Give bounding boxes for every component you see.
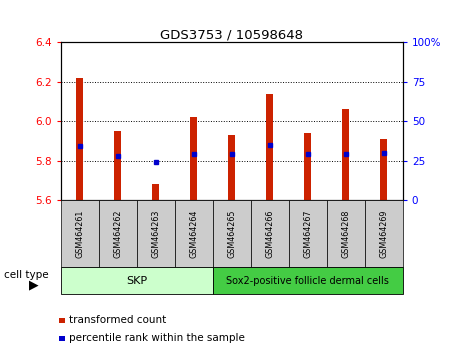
- Bar: [342, 109, 349, 200]
- Bar: [58, 318, 65, 323]
- Bar: [76, 78, 83, 200]
- Bar: [175, 200, 213, 267]
- Bar: [213, 200, 251, 267]
- Text: cell type: cell type: [4, 270, 49, 280]
- Bar: [213, 267, 403, 294]
- Bar: [251, 200, 289, 267]
- Bar: [190, 117, 197, 200]
- Text: GSM464266: GSM464266: [265, 210, 274, 258]
- Bar: [327, 200, 365, 267]
- Bar: [114, 131, 121, 200]
- Text: GSM464265: GSM464265: [227, 209, 236, 258]
- Text: GSM464261: GSM464261: [75, 210, 84, 258]
- Bar: [304, 133, 311, 200]
- Text: transformed count: transformed count: [69, 315, 167, 325]
- Text: GSM464264: GSM464264: [189, 210, 198, 258]
- Text: GSM464263: GSM464263: [151, 210, 160, 258]
- Bar: [266, 94, 273, 200]
- Text: percentile rank within the sample: percentile rank within the sample: [69, 333, 245, 343]
- Bar: [153, 184, 159, 200]
- Bar: [137, 200, 175, 267]
- Bar: [289, 200, 327, 267]
- Text: GSM464269: GSM464269: [379, 209, 388, 258]
- Title: GDS3753 / 10598648: GDS3753 / 10598648: [160, 28, 303, 41]
- Text: GSM464268: GSM464268: [341, 210, 350, 258]
- Bar: [58, 336, 65, 341]
- Bar: [380, 139, 387, 200]
- Text: SKP: SKP: [126, 275, 147, 286]
- Bar: [365, 200, 403, 267]
- Bar: [61, 267, 213, 294]
- Text: Sox2-positive follicle dermal cells: Sox2-positive follicle dermal cells: [226, 275, 389, 286]
- Text: GSM464262: GSM464262: [113, 209, 122, 258]
- Bar: [61, 200, 99, 267]
- Bar: [228, 135, 235, 200]
- Bar: [99, 200, 137, 267]
- Text: GSM464267: GSM464267: [303, 209, 312, 258]
- Text: ▶: ▶: [29, 278, 39, 291]
